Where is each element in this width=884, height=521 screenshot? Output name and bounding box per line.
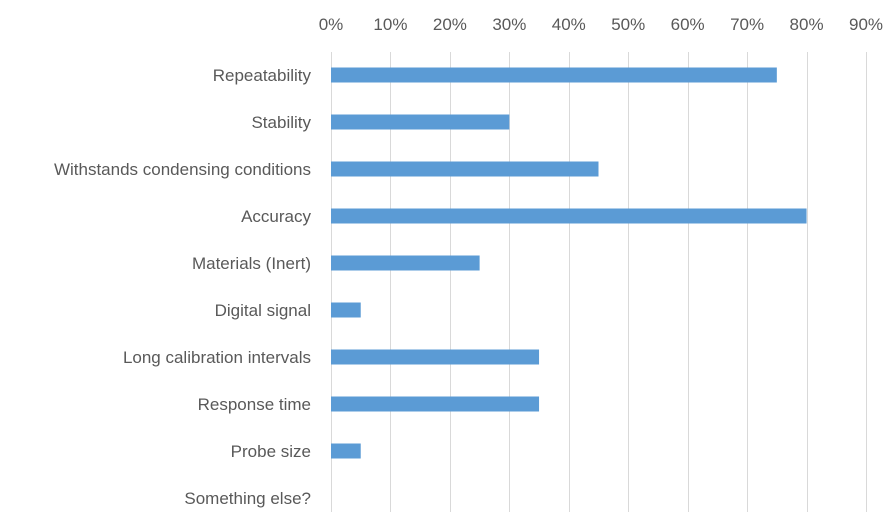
bar: [331, 396, 540, 412]
bar: [331, 67, 777, 83]
category-label: Repeatability: [213, 66, 312, 85]
category-label: Response time: [198, 395, 311, 414]
category-label: Withstands condensing conditions: [54, 160, 311, 179]
bar: [331, 255, 480, 271]
x-tick-label: 30%: [492, 15, 526, 34]
x-tick-label: 20%: [433, 15, 467, 34]
x-tick-label: 80%: [790, 15, 824, 34]
bar: [331, 208, 807, 224]
bar: [331, 443, 361, 459]
bar: [331, 161, 599, 177]
bar: [331, 349, 540, 365]
bar: [331, 114, 510, 130]
category-label: Stability: [251, 113, 311, 132]
x-tick-label: 0%: [319, 15, 344, 34]
x-tick-label: 50%: [611, 15, 645, 34]
x-tick-label: 40%: [552, 15, 586, 34]
bars: [331, 67, 807, 459]
category-label: Materials (Inert): [192, 254, 311, 273]
x-tick-label: 90%: [849, 15, 883, 34]
x-tick-label: 10%: [373, 15, 407, 34]
bar: [331, 302, 361, 318]
x-tick-label: 60%: [671, 15, 705, 34]
x-axis-tick-labels: 0% 10% 20% 30% 40% 50% 60% 70% 80% 90%: [319, 15, 883, 34]
category-label: Digital signal: [215, 301, 311, 320]
category-label: Something else?: [184, 489, 311, 508]
category-label: Probe size: [231, 442, 311, 461]
category-label: Long calibration intervals: [123, 348, 311, 367]
x-tick-label: 70%: [730, 15, 764, 34]
category-labels: Repeatability Stability Withstands condens…: [54, 66, 312, 508]
category-label: Accuracy: [241, 207, 311, 226]
